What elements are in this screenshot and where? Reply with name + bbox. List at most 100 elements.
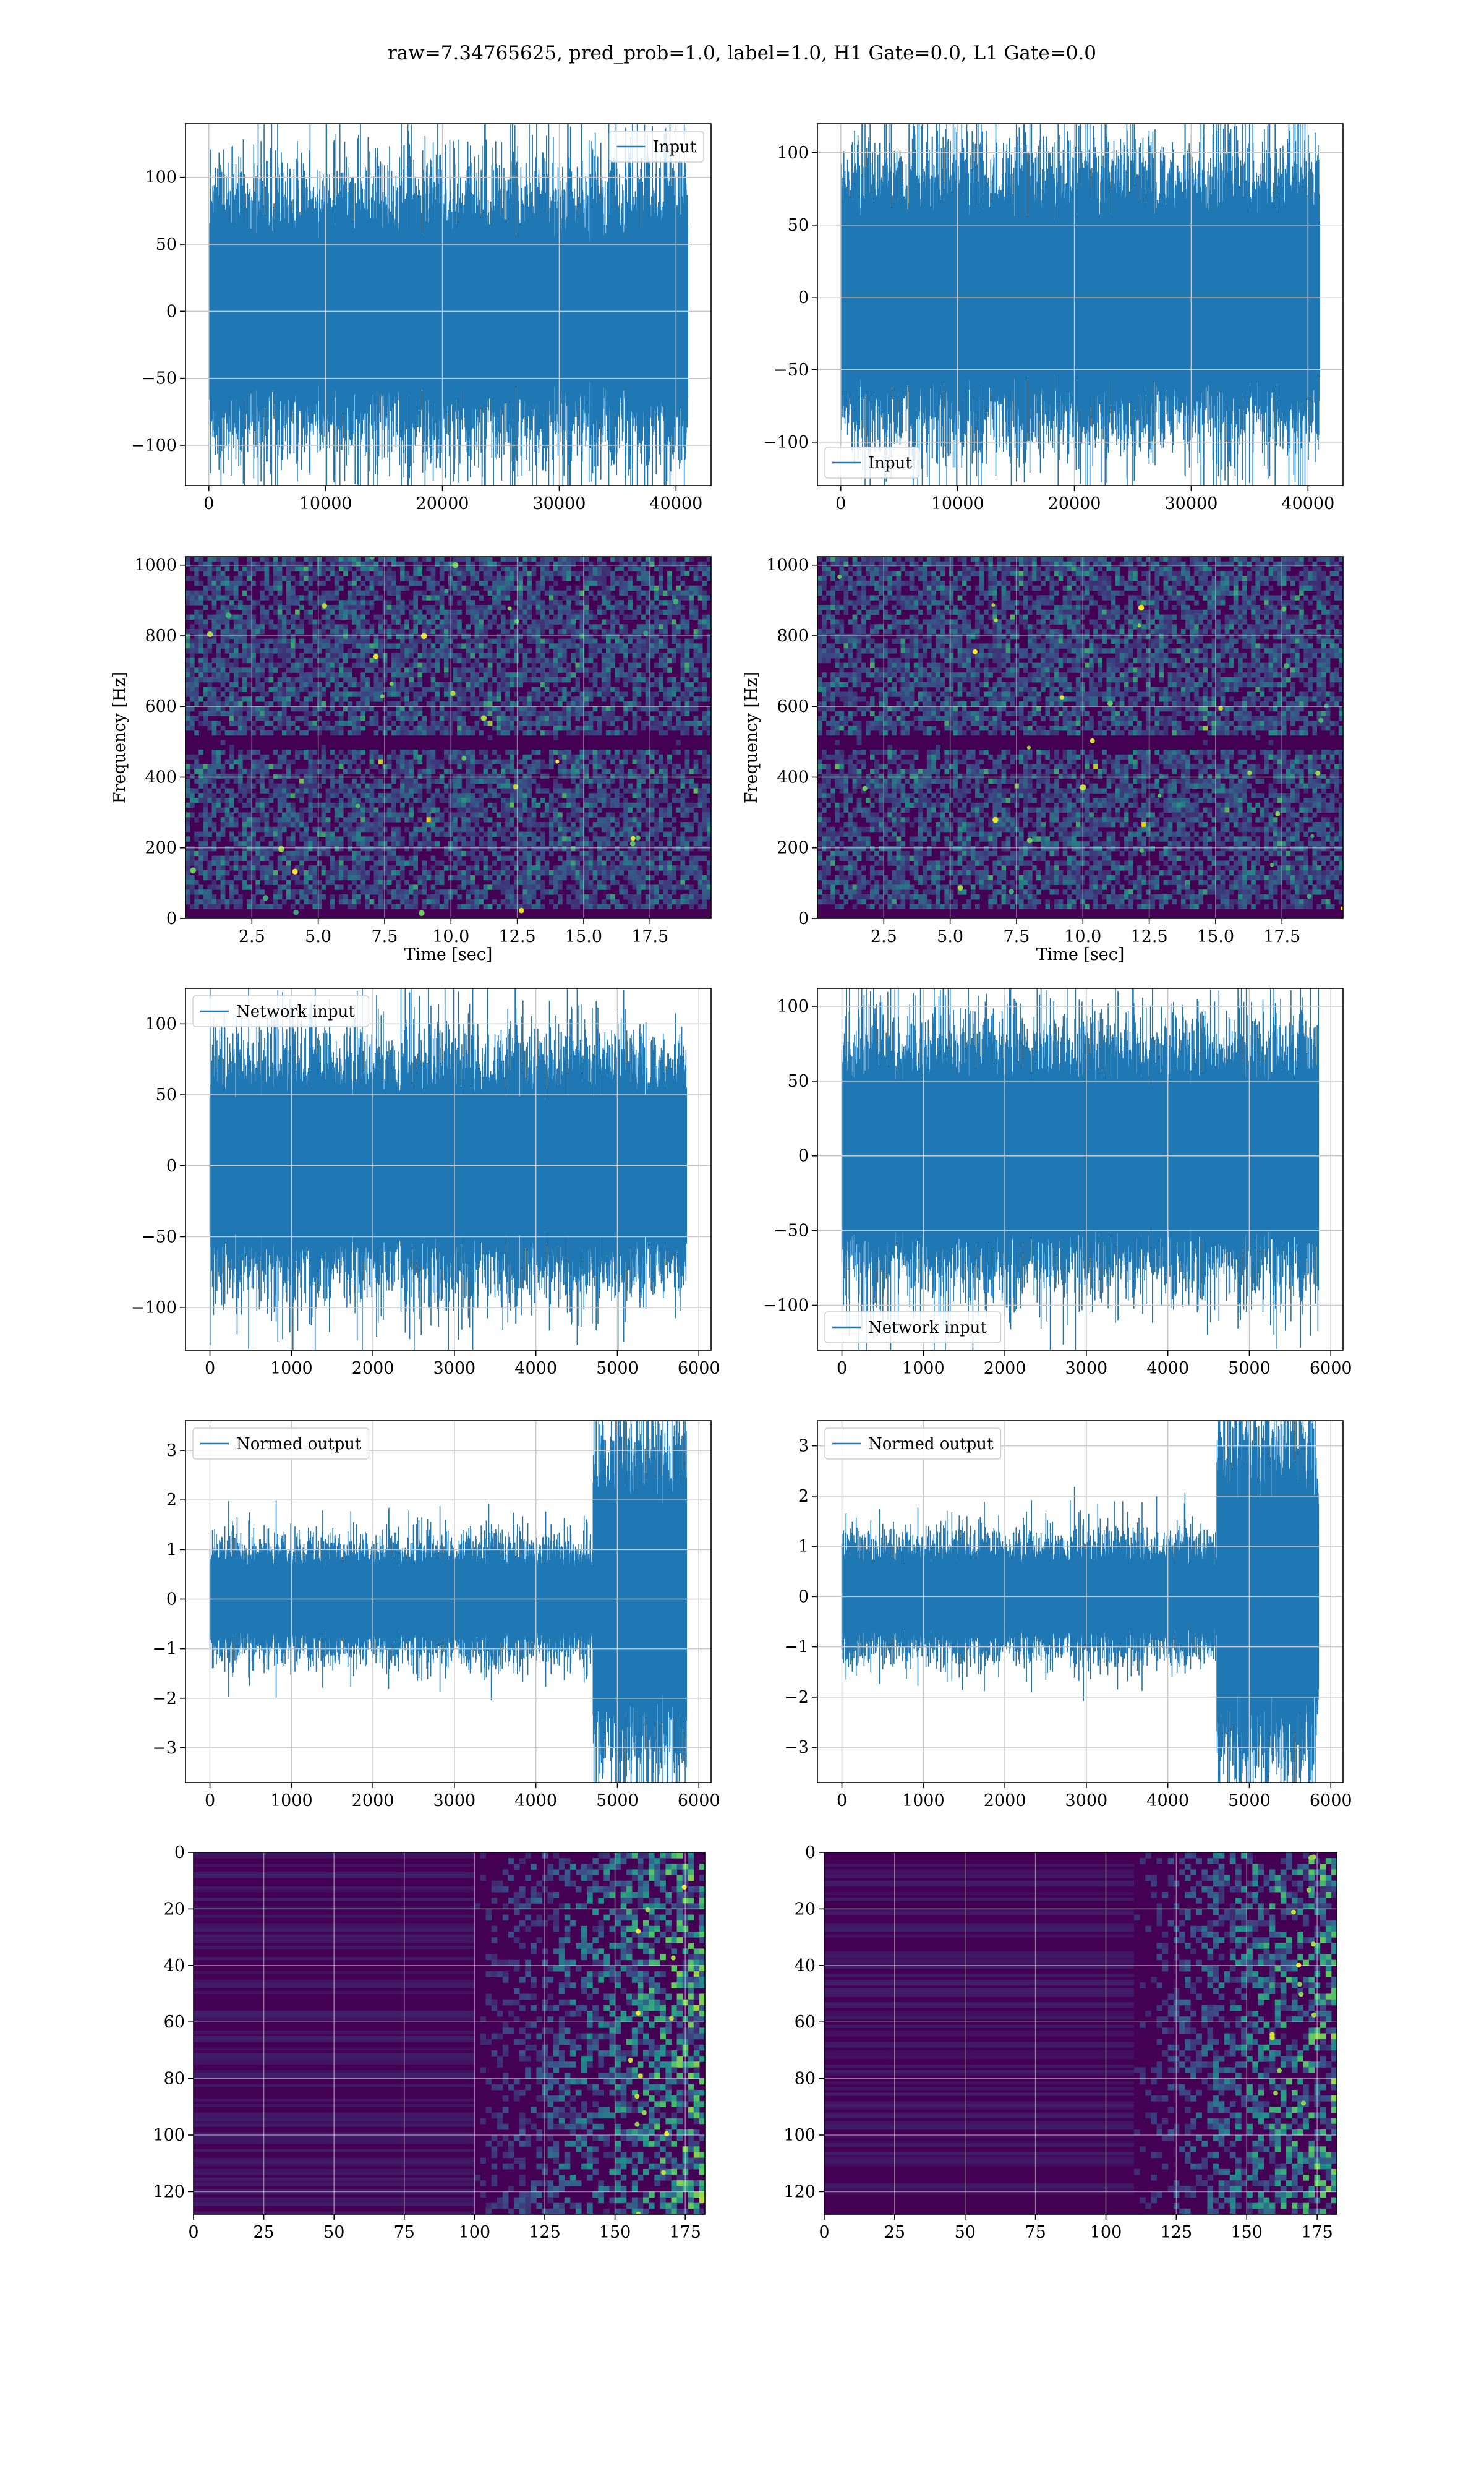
heatmap-cell [186, 783, 190, 789]
heatmap-cell [338, 716, 344, 721]
heatmap-cell [190, 754, 195, 760]
heatmap-cell [636, 629, 642, 635]
heatmap-cell [286, 657, 291, 664]
heatmap-cell [365, 600, 370, 606]
heatmap-cell [584, 619, 589, 625]
heatmap-cell [479, 788, 484, 794]
heatmap-cell [632, 691, 638, 697]
heatmap-cell [610, 633, 615, 640]
heatmap-cell [535, 750, 541, 755]
heatmap-cell [510, 899, 514, 905]
heatmap-cell [198, 672, 203, 678]
heatmap-cell [592, 682, 598, 688]
heatmap-cell [544, 648, 550, 654]
heatmap-cell [579, 826, 585, 833]
heatmap-cell [317, 759, 322, 764]
heatmap-cell [186, 836, 190, 842]
heatmap-cell [562, 557, 567, 562]
heatmap-cell [348, 750, 352, 755]
heatmap-cell [535, 609, 541, 615]
heatmap-cell [273, 812, 278, 818]
heatmap-cell [365, 769, 370, 774]
heatmap-cell [540, 894, 545, 900]
heatmap-cell [286, 721, 291, 726]
heatmap-cell [352, 721, 357, 726]
heatmap-cell [426, 576, 432, 581]
heatmap-cell [492, 884, 497, 890]
heatmap-cell [496, 711, 501, 716]
heatmap-cell [632, 884, 638, 890]
heatmap-cell [443, 846, 449, 852]
heatmap-cell [527, 850, 532, 857]
heatmap-cell [619, 889, 624, 895]
heatmap-cell [435, 793, 440, 798]
heatmap-cell [224, 619, 230, 625]
heatmap-cell [373, 850, 379, 857]
heatmap-cell [601, 619, 607, 625]
heatmap-cell [535, 865, 541, 871]
heatmap-cell [548, 870, 554, 876]
heatmap-cell [548, 571, 554, 576]
heatmap-cell [304, 571, 309, 576]
heatmap-cell [321, 701, 326, 707]
heatmap-cell [474, 817, 480, 823]
heatmap-cell [548, 677, 554, 683]
heatmap-cell [558, 750, 563, 755]
heatmap-cell [378, 899, 383, 905]
heatmap-cell [369, 889, 375, 895]
heatmap-cell [391, 904, 396, 909]
heatmap-cell [190, 653, 195, 659]
heatmap-cell [400, 812, 405, 818]
heatmap-cell [466, 653, 471, 659]
heatmap-cell [453, 846, 458, 852]
heatmap-cell [487, 793, 493, 798]
heatmap-cell [492, 581, 497, 586]
heatmap-cell [365, 557, 370, 562]
heatmap-cell [365, 662, 370, 668]
heatmap-cell [474, 677, 480, 683]
heatmap-cell [378, 638, 383, 644]
heatmap-cell [430, 798, 436, 803]
heatmap-cell [505, 648, 510, 654]
heatmap-cell [579, 850, 585, 857]
heatmap-cell [615, 846, 620, 852]
heatmap-cell [579, 894, 585, 900]
heatmap-cell [203, 716, 208, 721]
heatmap-cell [540, 566, 545, 571]
heatmap-cell [610, 557, 615, 562]
heatmap-cell [186, 691, 190, 697]
heatmap-cell [592, 571, 598, 576]
heatmap-cell [413, 875, 419, 881]
heatmap-cell [304, 682, 309, 688]
heatmap-cell [584, 691, 589, 697]
heatmap-cell [386, 701, 392, 707]
heatmap-cell [260, 759, 265, 764]
heatmap-cell [562, 826, 567, 833]
heatmap-cell [360, 884, 366, 890]
heatmap-cell [505, 672, 510, 678]
heatmap-cell [330, 875, 335, 881]
heatmap-cell [190, 624, 195, 630]
heatmap-cell [356, 860, 361, 866]
heatmap-cell [251, 619, 256, 625]
heatmap-cell [190, 860, 195, 866]
heatmap-cell [544, 706, 550, 712]
heatmap-cell [373, 778, 379, 784]
heatmap-cell [535, 899, 541, 905]
heatmap-cell [198, 561, 203, 567]
heatmap-cell [487, 566, 493, 571]
heatmap-cell [207, 894, 213, 900]
heatmap-cell [321, 817, 326, 823]
heatmap-cell [474, 726, 480, 731]
heatmap-cell [479, 750, 484, 755]
heatmap-cell [247, 716, 252, 721]
heatmap-cell [378, 653, 383, 659]
heatmap-cell [400, 802, 405, 808]
heatmap-cell [592, 778, 598, 784]
heatmap-cell [373, 566, 379, 571]
heatmap-cell [492, 614, 497, 620]
heatmap-cell [422, 826, 427, 833]
heatmap-cell [308, 677, 313, 683]
y-tick-label: −100 [763, 433, 809, 452]
heatmap-cell [553, 590, 558, 596]
